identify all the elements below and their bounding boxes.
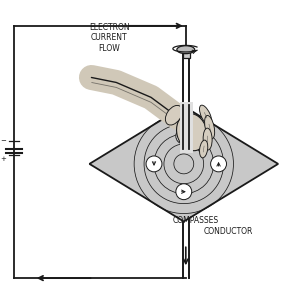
Text: COMPASSES: COMPASSES <box>173 216 219 225</box>
Ellipse shape <box>176 113 207 151</box>
FancyBboxPatch shape <box>183 50 190 58</box>
Text: CONDUCTOR: CONDUCTOR <box>204 227 253 236</box>
Ellipse shape <box>203 128 212 150</box>
Circle shape <box>176 128 192 144</box>
Circle shape <box>176 184 192 200</box>
Ellipse shape <box>205 116 214 139</box>
Text: ELECTRON
CURRENT
FLOW: ELECTRON CURRENT FLOW <box>89 23 130 53</box>
Text: +: + <box>0 156 6 162</box>
Ellipse shape <box>200 105 212 125</box>
Circle shape <box>146 156 162 172</box>
Ellipse shape <box>200 140 208 158</box>
Ellipse shape <box>177 46 195 54</box>
Polygon shape <box>89 106 278 222</box>
Text: −: − <box>0 138 6 144</box>
Circle shape <box>211 156 226 172</box>
Ellipse shape <box>165 105 182 125</box>
